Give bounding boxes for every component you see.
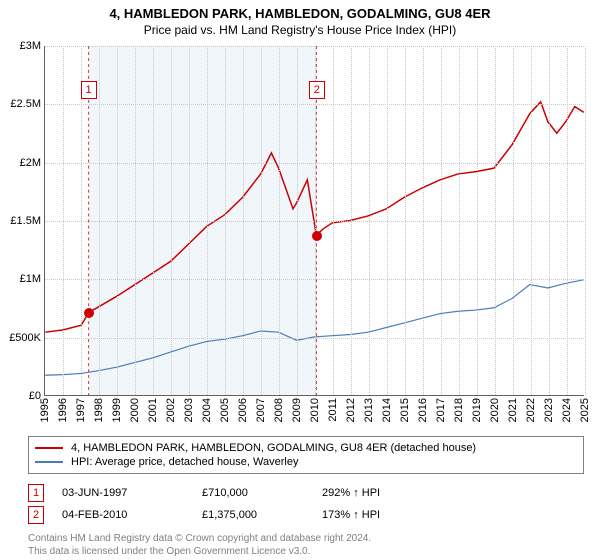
x-tick-label: 2010 <box>309 398 321 422</box>
y-tick-label: £500K <box>5 332 41 344</box>
x-tick-label: 2008 <box>273 398 285 422</box>
credit-line-1: Contains HM Land Registry data © Crown c… <box>28 532 584 545</box>
legend-row: HPI: Average price, detached house, Wave… <box>35 455 577 469</box>
x-tick-label: 1996 <box>57 398 69 422</box>
gridline-v <box>117 46 118 395</box>
gridline-v <box>261 46 262 395</box>
x-tick-label: 2020 <box>489 398 501 422</box>
x-tick-label: 2006 <box>237 398 249 422</box>
gridline-v <box>333 46 334 395</box>
gridline-v <box>387 46 388 395</box>
x-tick-label: 2001 <box>147 398 159 422</box>
legend-label: 4, HAMBLEDON PARK, HAMBLEDON, GODALMING,… <box>71 442 476 454</box>
x-tick-label: 1998 <box>93 398 105 422</box>
event-id-box: 2 <box>28 506 44 524</box>
gridline-v <box>225 46 226 395</box>
chart-title: 4, HAMBLEDON PARK, HAMBLEDON, GODALMING,… <box>0 0 600 21</box>
x-tick-label: 2021 <box>507 398 519 422</box>
chart-container: 4, HAMBLEDON PARK, HAMBLEDON, GODALMING,… <box>0 0 600 560</box>
x-tick-label: 2011 <box>327 398 339 422</box>
event-date: 03-JUN-1997 <box>62 487 202 499</box>
gridline-v <box>459 46 460 395</box>
x-tick-label: 2019 <box>471 398 483 422</box>
y-tick-label: £2M <box>5 157 41 169</box>
event-price: £1,375,000 <box>202 509 322 521</box>
gridline-v <box>369 46 370 395</box>
x-tick-label: 2004 <box>201 398 213 422</box>
event-price: £710,000 <box>202 487 322 499</box>
gridline-v <box>189 46 190 395</box>
event-table: 1 03-JUN-1997£710,000292% ↑ HPI 2 04-FEB-20… <box>28 482 584 526</box>
plot-area: £0£500K£1M£1.5M£2M£2.5M£3M19951996199719… <box>44 46 584 396</box>
gridline-v <box>351 46 352 395</box>
x-tick-label: 2025 <box>579 398 591 422</box>
x-tick-label: 2017 <box>435 398 447 422</box>
x-tick-label: 2022 <box>525 398 537 422</box>
gridline-v <box>531 46 532 395</box>
y-tick-label: £1.5M <box>5 215 41 227</box>
gridline-v <box>549 46 550 395</box>
x-tick-label: 1997 <box>75 398 87 422</box>
x-tick-label: 2000 <box>129 398 141 422</box>
chart-subtitle: Price paid vs. HM Land Registry's House … <box>0 21 600 37</box>
y-tick-label: £2.5M <box>5 98 41 110</box>
x-tick-label: 2009 <box>291 398 303 422</box>
gridline-v <box>441 46 442 395</box>
gridline-v <box>297 46 298 395</box>
gridline-v <box>243 46 244 395</box>
event-marker-2 <box>312 231 322 241</box>
gridline-v <box>585 46 586 395</box>
y-tick-label: £3M <box>5 40 41 52</box>
x-tick-label: 2014 <box>381 398 393 422</box>
x-tick-label: 2003 <box>183 398 195 422</box>
legend: 4, HAMBLEDON PARK, HAMBLEDON, GODALMING,… <box>28 436 584 474</box>
y-tick-label: £0 <box>5 390 41 402</box>
gridline-v <box>405 46 406 395</box>
x-tick-label: 2005 <box>219 398 231 422</box>
event-id-box: 1 <box>28 484 44 502</box>
legend-label: HPI: Average price, detached house, Wave… <box>71 456 298 468</box>
gridline-v <box>207 46 208 395</box>
event-marker-1 <box>84 308 94 318</box>
below-chart: 4, HAMBLEDON PARK, HAMBLEDON, GODALMING,… <box>28 436 584 558</box>
gridline-v <box>99 46 100 395</box>
gridline-v <box>279 46 280 395</box>
gridline-v <box>63 46 64 395</box>
gridline-v <box>153 46 154 395</box>
event-date: 04-FEB-2010 <box>62 509 202 521</box>
gridline-v <box>477 46 478 395</box>
event-pct: 292% ↑ HPI <box>322 487 462 499</box>
gridline-v <box>423 46 424 395</box>
event-row-1: 1 03-JUN-1997£710,000292% ↑ HPI <box>28 482 584 504</box>
x-tick-label: 2015 <box>399 398 411 422</box>
legend-swatch <box>35 461 63 463</box>
x-tick-label: 2023 <box>543 398 555 422</box>
legend-swatch <box>35 447 63 449</box>
y-tick-label: £1M <box>5 273 41 285</box>
event-row-2: 2 04-FEB-2010£1,375,000173% ↑ HPI <box>28 504 584 526</box>
x-tick-label: 1999 <box>111 398 123 422</box>
gridline-v <box>171 46 172 395</box>
gridline-v <box>567 46 568 395</box>
event-box-2: 2 <box>309 81 325 99</box>
x-tick-label: 2013 <box>363 398 375 422</box>
credit-line-2: This data is licensed under the Open Gov… <box>28 545 584 558</box>
credits: Contains HM Land Registry data © Crown c… <box>28 532 584 558</box>
x-tick-label: 2007 <box>255 398 267 422</box>
gridline-v <box>495 46 496 395</box>
legend-row: 4, HAMBLEDON PARK, HAMBLEDON, GODALMING,… <box>35 441 577 455</box>
x-tick-label: 2016 <box>417 398 429 422</box>
gridline-v <box>135 46 136 395</box>
x-tick-label: 2002 <box>165 398 177 422</box>
x-tick-label: 2024 <box>561 398 573 422</box>
event-pct: 173% ↑ HPI <box>322 509 462 521</box>
event-box-1: 1 <box>81 81 97 99</box>
x-tick-label: 2012 <box>345 398 357 422</box>
x-tick-label: 1995 <box>39 398 51 422</box>
gridline-v <box>513 46 514 395</box>
x-tick-label: 2018 <box>453 398 465 422</box>
